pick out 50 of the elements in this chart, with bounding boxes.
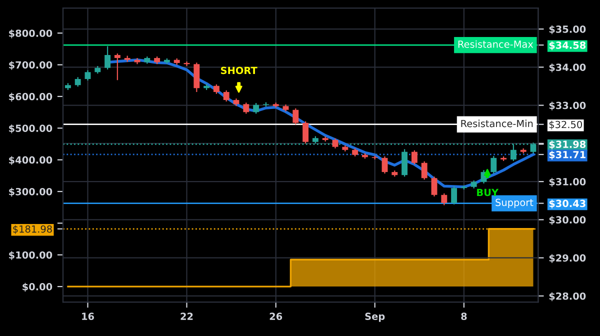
y-tick-label: $800.00 [9, 29, 52, 38]
y2-tick-label: $33.00 [549, 102, 586, 110]
candlestick [431, 176, 438, 197]
candlestick [402, 148, 408, 178]
candlestick [213, 84, 220, 94]
y-tick-label: $400.00 [9, 156, 52, 165]
candlestick [332, 138, 338, 149]
candlestick [84, 70, 91, 82]
y-tick-label: $300.00 [9, 188, 52, 197]
candlestick [441, 192, 448, 206]
candlestick [411, 150, 418, 165]
y2-tick-label: $29.00 [549, 254, 586, 263]
candlestick [104, 46, 111, 70]
y-tick-label: $600.00 [9, 92, 52, 102]
ref-line-label: Support [496, 198, 534, 208]
y2-tick-label: $34.00 [549, 63, 586, 72]
y2-tick-label: $30.00 [549, 216, 586, 225]
ref-line-label: Resistance-Min [461, 120, 533, 128]
y2-tick-label: $30.43 [549, 200, 586, 208]
y2-tick-label: $31.71 [549, 150, 586, 160]
y2-tick-label: $28.00 [549, 292, 586, 302]
y2-tick-label: $32.50 [549, 120, 582, 130]
y2-tick-label: $31.00 [549, 178, 586, 187]
candlestick [292, 108, 299, 125]
y-tick-label: $700.00 [9, 61, 52, 70]
y2-tick-label: $34.58 [549, 41, 586, 50]
y-tick-label: $100.00 [9, 251, 52, 260]
candlestick [114, 52, 120, 81]
candlestick [451, 186, 458, 205]
y-tick-label: $0.00 [22, 282, 52, 292]
y2-tick-label: $35.00 [549, 25, 586, 34]
candlestick [74, 76, 81, 88]
y-tick-label: $181.98 [13, 225, 52, 234]
x-tick-label: 26 [270, 312, 282, 320]
candlestick [253, 102, 260, 114]
candlestick [490, 155, 497, 174]
annotation: SHORT [220, 66, 258, 74]
x-tick-label: 22 [180, 312, 193, 320]
y2-tick-label: $31.98 [549, 140, 586, 150]
candlestick [223, 90, 230, 102]
x-tick-label: 16 [82, 312, 94, 320]
ref-line-label: Resistance-Max [458, 40, 534, 48]
candlestick [243, 102, 250, 114]
x-tick-label: 8 [461, 312, 467, 320]
y-tick-label: $500.00 [9, 124, 52, 134]
candlestick [382, 156, 388, 174]
candlestick [421, 160, 428, 180]
candlestick [302, 120, 309, 144]
x-tick-label: Sep [365, 312, 385, 322]
annotation: BUY [477, 188, 499, 196]
